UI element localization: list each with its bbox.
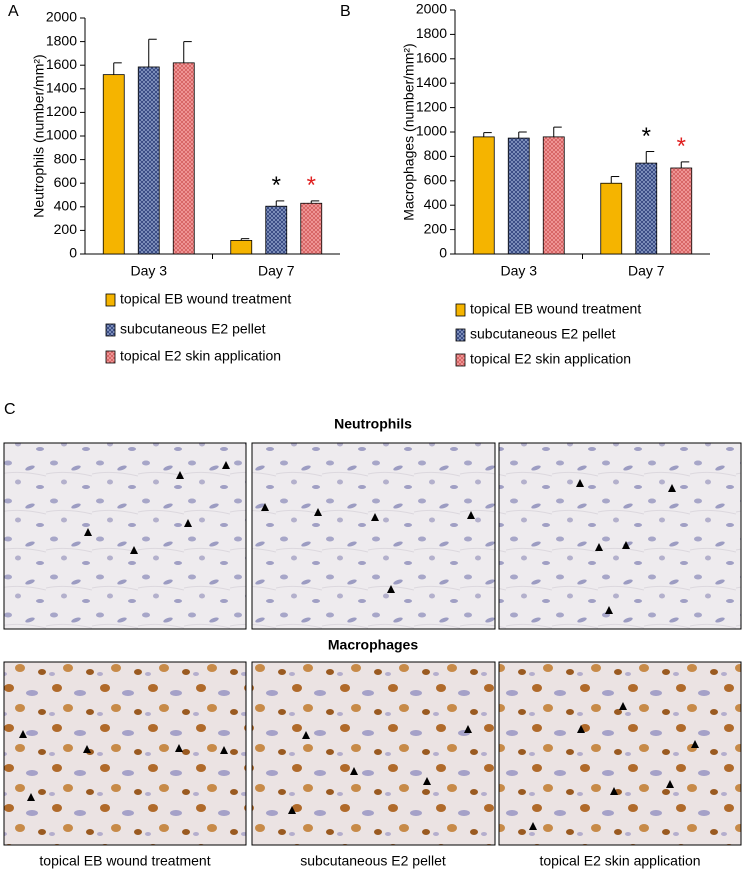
significance-mark: * <box>642 123 651 150</box>
significance-mark: * <box>307 172 316 199</box>
bar <box>172 62 195 255</box>
bar <box>507 137 530 255</box>
panel-c: C Neutrophils Macrophages topical EB wou… <box>3 401 742 869</box>
bar <box>542 136 565 255</box>
legend-label: topical EB wound treatment <box>470 301 641 317</box>
legend-label: topical E2 skin application <box>120 348 281 364</box>
micrograph <box>3 442 247 630</box>
y-tick-label: 1800 <box>46 32 77 48</box>
y-tick-label: 600 <box>424 172 448 188</box>
x-tick-label: Day 3 <box>500 263 537 279</box>
micrograph <box>498 661 742 846</box>
y-tick-label: 800 <box>424 147 448 163</box>
legend-label: subcutaneous E2 pellet <box>120 321 266 337</box>
x-tick-label: Day 7 <box>258 263 295 279</box>
y-tick-label: 800 <box>54 150 78 166</box>
y-tick-label: 1000 <box>416 123 447 139</box>
significance-mark: * <box>677 133 686 160</box>
y-tick-label: 200 <box>54 221 78 237</box>
micrograph <box>251 442 496 630</box>
y-tick-label: 400 <box>54 198 78 214</box>
bar <box>265 205 288 255</box>
panel-label: B <box>340 3 351 20</box>
caption: topical E2 skin application <box>539 853 700 869</box>
caption: subcutaneous E2 pellet <box>300 853 446 869</box>
legend-swatch <box>105 293 116 307</box>
row-title: Macrophages <box>328 637 418 653</box>
y-axis-label: Neutrophils (number/mm²) <box>31 54 47 217</box>
x-tick-label: Day 7 <box>628 263 665 279</box>
y-tick-label: 1600 <box>46 56 77 72</box>
legend-label: subcutaneous E2 pellet <box>470 326 616 342</box>
bar <box>102 74 125 255</box>
bar <box>635 162 658 255</box>
y-tick-label: 1000 <box>46 127 77 143</box>
legend-swatch <box>455 353 466 367</box>
micrograph <box>498 442 742 630</box>
y-tick-label: 0 <box>439 245 447 261</box>
legend-swatch <box>455 328 466 342</box>
y-tick-label: 1200 <box>46 103 77 119</box>
micrograph <box>251 661 496 846</box>
micrograph <box>3 661 247 846</box>
y-tick-label: 1200 <box>416 98 447 114</box>
legend-label: topical EB wound treatment <box>120 291 291 307</box>
y-tick-label: 1400 <box>416 74 447 90</box>
y-tick-label: 1800 <box>416 25 447 41</box>
bar <box>472 136 495 255</box>
bar <box>600 182 623 255</box>
x-tick-label: Day 3 <box>130 263 167 279</box>
legend-swatch <box>105 323 116 337</box>
legend-label: topical E2 skin application <box>470 351 631 367</box>
y-tick-label: 200 <box>424 220 448 236</box>
panel-label: A <box>8 3 19 20</box>
y-tick-label: 1600 <box>416 50 447 66</box>
bar <box>300 202 323 255</box>
bar <box>670 167 693 255</box>
row-title: Neutrophils <box>334 416 412 432</box>
y-axis-label: Macrophages (number/mm²) <box>401 43 417 220</box>
y-tick-label: 400 <box>424 196 448 212</box>
caption: topical EB wound treatment <box>39 853 210 869</box>
y-tick-label: 2000 <box>416 1 447 17</box>
y-tick-label: 2000 <box>46 9 77 25</box>
y-tick-label: 0 <box>69 245 77 261</box>
y-tick-label: 1400 <box>46 80 77 96</box>
legend-swatch <box>105 350 116 364</box>
legend-swatch <box>455 303 466 317</box>
bar <box>230 240 253 255</box>
bar <box>137 66 160 255</box>
y-tick-label: 600 <box>54 174 78 190</box>
significance-mark: * <box>272 172 281 199</box>
panel-label: C <box>4 401 16 418</box>
